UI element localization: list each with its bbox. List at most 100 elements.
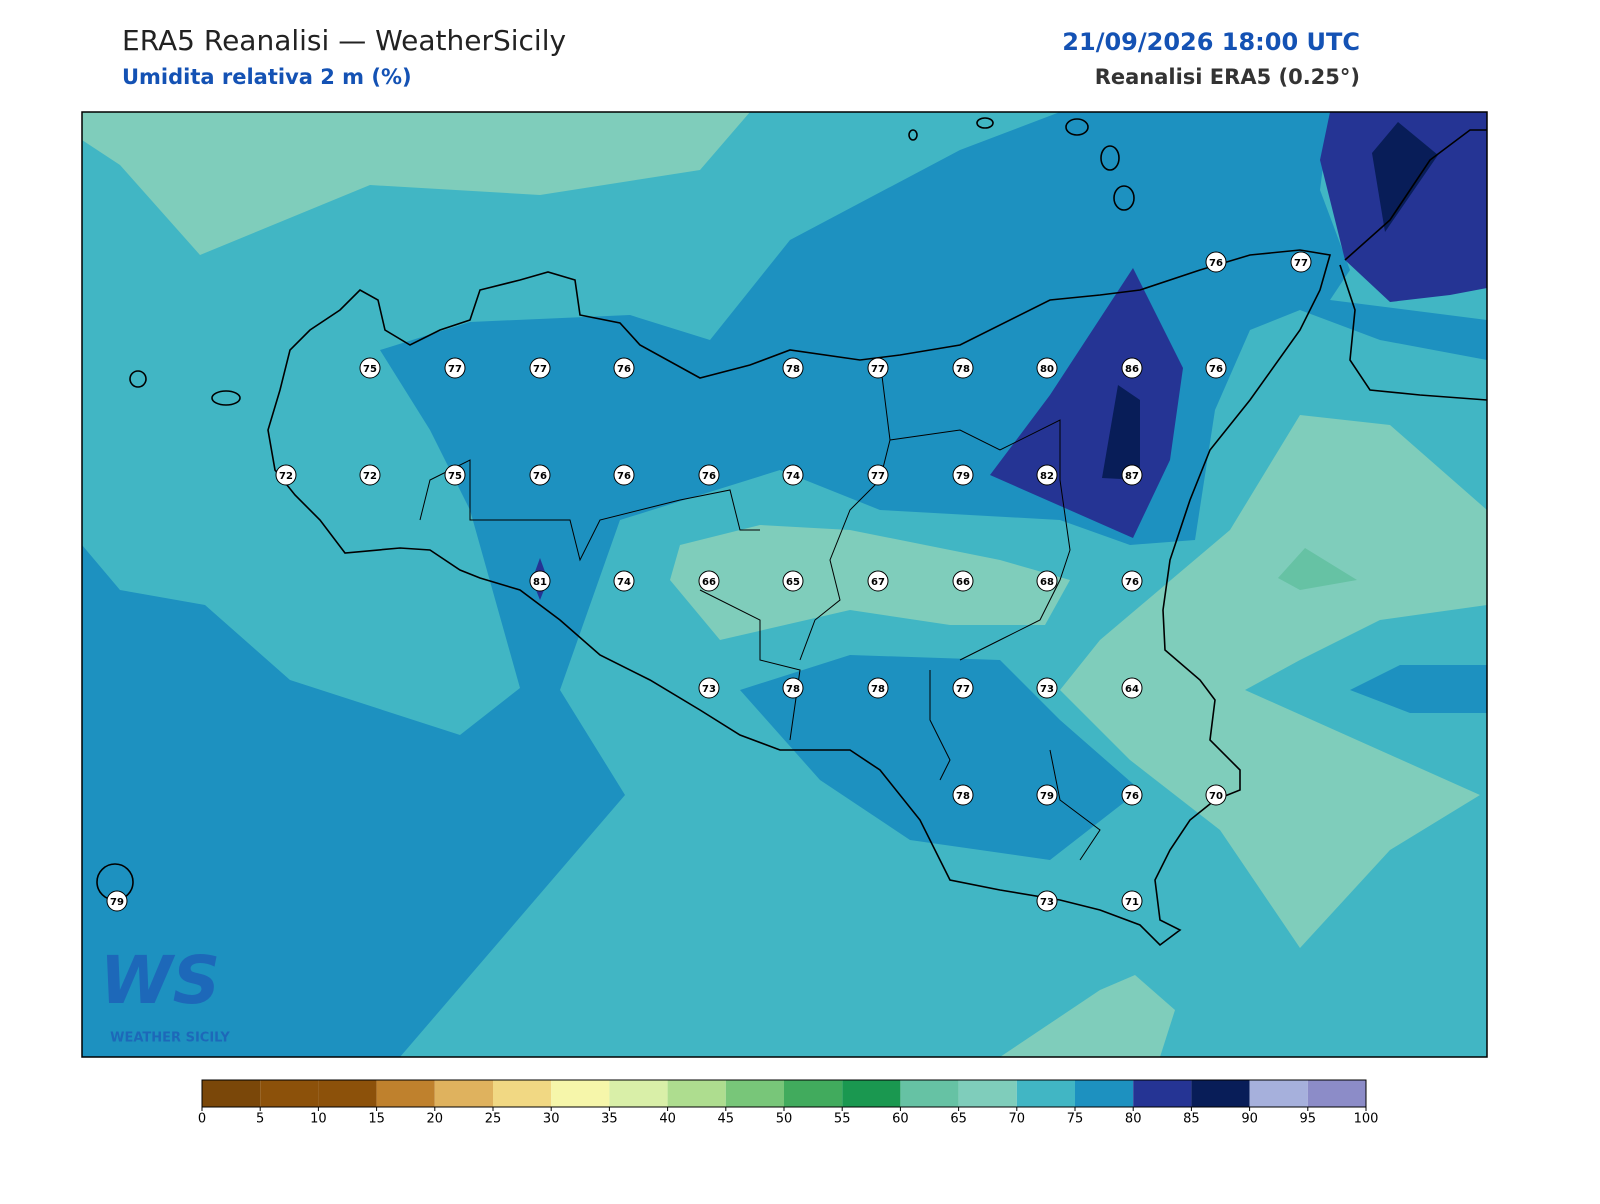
station-value: 65 <box>786 577 800 588</box>
contour <box>1320 112 1487 302</box>
colorbar-segment <box>551 1080 610 1107</box>
station-marker <box>1036 464 1058 486</box>
station-value: 77 <box>871 364 885 375</box>
station-marker <box>1121 570 1143 592</box>
colorbar-tick-label: 65 <box>950 1112 967 1127</box>
station-value: 79 <box>1040 791 1054 802</box>
colorbar-tick-label: 100 <box>1354 1112 1379 1127</box>
colorbar-segment <box>434 1080 493 1107</box>
island <box>1100 145 1120 171</box>
station-value: 72 <box>363 471 377 482</box>
coastline <box>1339 129 1487 401</box>
station-marker <box>1205 784 1227 806</box>
colorbar-tick-label: 75 <box>1067 1112 1084 1127</box>
station-marker <box>1121 464 1143 486</box>
island <box>908 129 918 141</box>
station-value: 73 <box>702 684 716 695</box>
coastline <box>267 249 1332 947</box>
contour <box>1102 385 1140 480</box>
source: Reanalisi ERA5 (0.25°) <box>1095 65 1360 89</box>
station-value: 74 <box>786 471 800 482</box>
station-value: 67 <box>871 577 885 588</box>
station-value: 77 <box>533 364 547 375</box>
island <box>211 390 241 406</box>
station-value: 76 <box>702 471 716 482</box>
station-marker <box>1036 677 1058 699</box>
station-value: 72 <box>279 471 293 482</box>
station-value: 78 <box>786 684 800 695</box>
contour <box>82 112 750 255</box>
colorbar-segment <box>1075 1080 1134 1107</box>
station-value: 80 <box>1040 364 1054 375</box>
station-marker <box>952 464 974 486</box>
station-value: 78 <box>956 364 970 375</box>
station-marker <box>698 464 720 486</box>
title: ERA5 Reanalisi — WeatherSicily <box>122 24 566 57</box>
colorbar-segment <box>1133 1080 1192 1107</box>
station-marker <box>1121 784 1143 806</box>
station-value: 76 <box>533 471 547 482</box>
colorbar-tick-label: 70 <box>1009 1112 1026 1127</box>
colorbar-tick-label: 45 <box>718 1112 735 1127</box>
station-marker <box>1036 890 1058 912</box>
station-value: 87 <box>1125 471 1139 482</box>
station-value: 76 <box>617 364 631 375</box>
island <box>976 117 994 129</box>
station-value: 78 <box>956 791 970 802</box>
colorbar-tick-label: 15 <box>368 1112 385 1127</box>
station-marker <box>782 464 804 486</box>
colorbar-tick-label: 5 <box>256 1112 264 1127</box>
station-value: 73 <box>1040 684 1054 695</box>
logo-mark: WS <box>100 942 220 1019</box>
colorbar-segment <box>900 1080 959 1107</box>
station-value: 71 <box>1125 897 1139 908</box>
colorbar-segment <box>667 1080 726 1107</box>
colorbar-tick-label: 40 <box>659 1112 676 1127</box>
colorbar-tick-label: 10 <box>310 1112 327 1127</box>
station-value: 76 <box>1125 791 1139 802</box>
station-value: 66 <box>956 577 970 588</box>
colorbar-segment <box>842 1080 901 1107</box>
colorbar-segment <box>784 1080 843 1107</box>
island <box>129 370 147 388</box>
province-border <box>419 359 1101 861</box>
colorbar-tick-label: 20 <box>427 1112 444 1127</box>
station-marker <box>952 357 974 379</box>
station-value: 75 <box>448 471 462 482</box>
station-marker <box>952 570 974 592</box>
station-value: 74 <box>617 577 631 588</box>
colorbar-tick-label: 80 <box>1125 1112 1142 1127</box>
island <box>1113 185 1135 211</box>
station-value: 75 <box>363 364 377 375</box>
colorbar-segment <box>202 1080 261 1107</box>
stations: 76 77 75 77 77 76 78 77 78 80 86 76 72 72 75 76 76 76 74 77… <box>106 251 1312 912</box>
station-value: 76 <box>1209 364 1223 375</box>
station-marker <box>613 357 635 379</box>
colorbar-tick-label: 35 <box>601 1112 618 1127</box>
station-marker <box>867 570 889 592</box>
station-marker <box>106 890 128 912</box>
colorbar-segment <box>493 1080 552 1107</box>
colorbar-segment <box>376 1080 435 1107</box>
station-marker <box>698 570 720 592</box>
station-marker <box>1205 251 1227 273</box>
colorbar-tick-label: 0 <box>198 1112 206 1127</box>
colorbar: 0 5 10 15 20 25 30 35 40 45 50 55 60 65 70 75 80 85 90 95 10… <box>198 1079 1379 1127</box>
station-marker <box>529 464 551 486</box>
datetime: 21/09/2026 18:00 UTC <box>1062 28 1360 56</box>
map-frame <box>81 111 1488 1058</box>
colorbar-tick-label: 85 <box>1183 1112 1200 1127</box>
station-marker <box>444 464 466 486</box>
station-value: 82 <box>1040 471 1054 482</box>
colorbar-tick-label: 60 <box>892 1112 909 1127</box>
station-value: 73 <box>1040 897 1054 908</box>
station-marker <box>1205 357 1227 379</box>
contour <box>1278 548 1357 590</box>
station-marker <box>782 357 804 379</box>
station-marker <box>529 357 551 379</box>
station-marker <box>867 357 889 379</box>
station-marker <box>867 464 889 486</box>
station-marker <box>1036 570 1058 592</box>
